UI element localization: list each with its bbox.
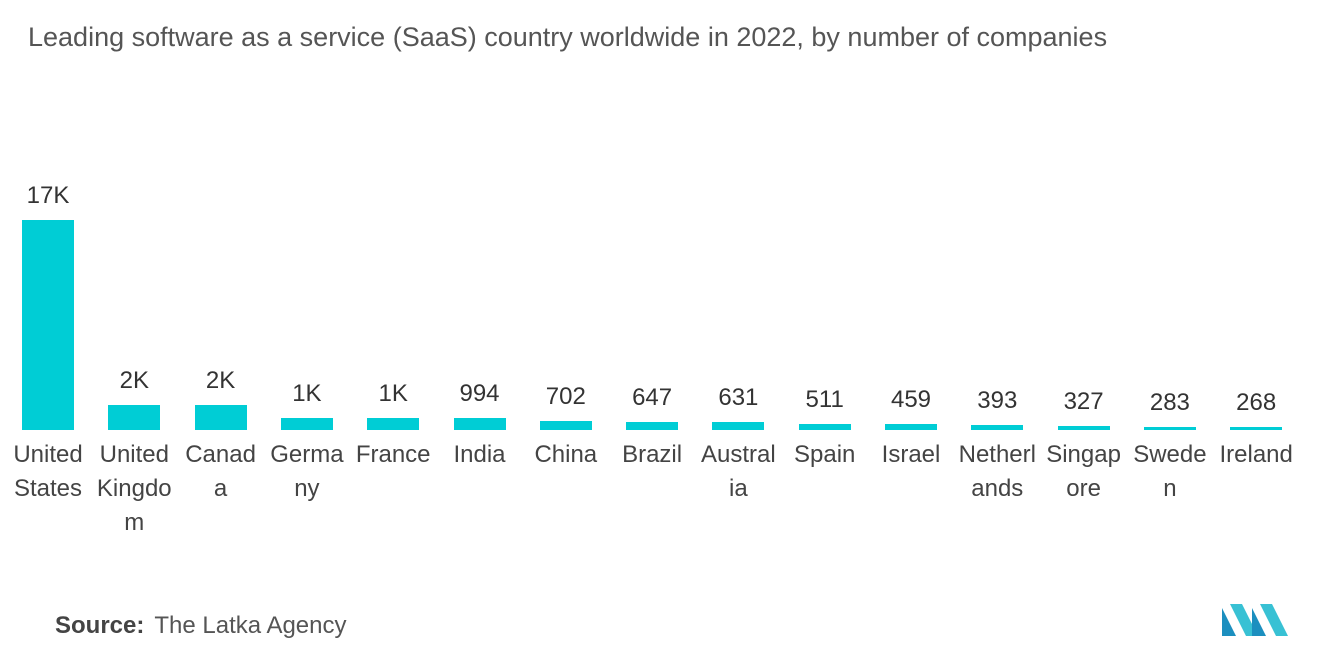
source-label: Source: (55, 612, 145, 639)
bar (1230, 426, 1283, 430)
value-label: 647 (632, 384, 673, 411)
bar (453, 417, 506, 430)
bar (22, 220, 74, 430)
value-label: 702 (545, 383, 586, 411)
x-tick-label: France (355, 441, 431, 468)
x-tick-label: India (453, 441, 506, 468)
bar (194, 405, 247, 430)
value-label: 327 (1063, 387, 1104, 415)
value-label: 459 (890, 386, 932, 414)
value-label: 2K (119, 367, 149, 395)
value-label: 1K (292, 379, 322, 407)
value-label: 283 (1149, 388, 1190, 416)
bar (626, 422, 679, 430)
value-label: 393 (977, 387, 1018, 415)
bar (712, 422, 765, 430)
x-tick-label: Brazil (622, 441, 683, 468)
bar (367, 417, 420, 430)
x-tick-label: Australia (701, 441, 776, 502)
x-tick-label: Sweden (1133, 441, 1207, 502)
bar (108, 405, 161, 430)
source: Source: The Latka Agency (55, 612, 347, 640)
x-tick-label: China (534, 441, 598, 468)
value-label: 631 (718, 384, 759, 412)
x-tick-label: United States (13, 441, 83, 502)
bar (885, 424, 937, 430)
value-label: 994 (459, 379, 500, 407)
x-tick-label: Germany (270, 441, 344, 502)
x-tick-label: United Kingdom (96, 441, 172, 536)
bar (539, 421, 592, 430)
value-label: 17K (26, 182, 70, 209)
x-tick-label: Netherlands (958, 441, 1036, 502)
x-tick-label: Spain (793, 441, 856, 468)
logo (1222, 604, 1288, 636)
bar (971, 425, 1024, 430)
x-tick-label: Ireland (1219, 441, 1293, 468)
x-tick-label: Singapore (1046, 441, 1121, 502)
bar (798, 423, 851, 430)
chart-title: Leading software as a service (SaaS) cou… (28, 22, 1108, 52)
bar (280, 417, 333, 430)
value-label: 1K (378, 379, 408, 407)
x-tick-label: Canada (185, 441, 256, 502)
value-label: 268 (1236, 388, 1277, 416)
value-label: 511 (805, 385, 844, 413)
bar (1143, 426, 1196, 430)
bar (1057, 425, 1110, 430)
value-label: 2K (205, 367, 236, 395)
source-text: The Latka Agency (154, 612, 347, 639)
x-tick-label: Israel (881, 441, 941, 468)
